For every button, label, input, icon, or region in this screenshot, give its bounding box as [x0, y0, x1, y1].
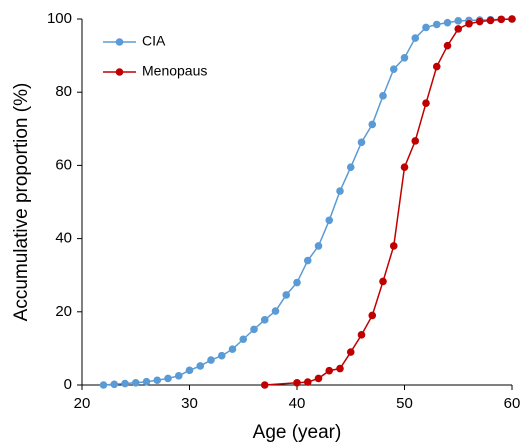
x-tick-label: 30	[181, 395, 198, 412]
point	[142, 377, 151, 386]
point	[121, 379, 129, 388]
point	[164, 374, 172, 383]
point	[314, 242, 323, 250]
y-axis-label: Accumulative proportion (%)	[11, 83, 32, 322]
point	[432, 62, 441, 71]
point	[443, 41, 452, 50]
point	[422, 99, 430, 107]
x-tick-label: 20	[74, 395, 91, 412]
point	[368, 311, 377, 320]
point	[336, 187, 344, 195]
point	[422, 23, 430, 32]
legend-label: Menopaus	[142, 63, 207, 79]
point	[411, 34, 420, 42]
point	[260, 381, 269, 389]
point	[357, 138, 366, 147]
point	[239, 335, 248, 344]
point	[207, 356, 215, 364]
point	[389, 242, 398, 250]
point	[110, 380, 119, 389]
point	[432, 20, 441, 29]
point	[99, 381, 108, 389]
point	[346, 348, 355, 356]
y-tick-label: 80	[55, 83, 72, 100]
point	[357, 331, 366, 339]
x-tick-label: 40	[289, 395, 306, 412]
point	[228, 345, 237, 353]
point	[303, 378, 312, 386]
y-tick-label: 20	[55, 303, 72, 320]
point	[346, 163, 355, 172]
point	[260, 316, 269, 324]
point	[400, 53, 409, 62]
point	[131, 379, 140, 387]
point	[250, 325, 258, 334]
point	[325, 366, 334, 375]
point	[217, 351, 226, 360]
point	[174, 372, 183, 380]
x-axis-label: Age (year)	[253, 422, 342, 443]
point	[475, 17, 484, 26]
series-line	[264, 18, 513, 386]
point	[400, 163, 409, 172]
x-tick-label: 50	[396, 395, 413, 412]
point	[271, 307, 280, 315]
point	[185, 366, 194, 375]
point	[303, 256, 312, 265]
point	[443, 18, 452, 27]
point	[508, 15, 516, 23]
point	[293, 278, 301, 287]
y-tick-label: 100	[47, 10, 72, 27]
point	[282, 291, 291, 299]
point	[454, 17, 463, 25]
point	[325, 216, 334, 225]
point	[411, 137, 420, 145]
legend-marker	[115, 38, 124, 46]
point	[336, 364, 344, 373]
point	[389, 65, 398, 73]
x-tick-label: 60	[504, 395, 521, 412]
y-tick-label: 40	[55, 230, 72, 247]
point	[153, 376, 162, 385]
point	[497, 15, 506, 24]
y-tick-label: 0	[64, 376, 72, 393]
point	[293, 379, 301, 387]
legend-label: CIA	[142, 33, 166, 49]
y-tick-label: 60	[55, 156, 72, 173]
point	[196, 362, 205, 370]
point	[379, 277, 387, 286]
legend-marker	[115, 68, 124, 76]
point	[465, 19, 473, 28]
point	[454, 25, 463, 33]
point	[314, 374, 323, 383]
point	[368, 120, 377, 129]
point	[486, 16, 495, 25]
point	[379, 92, 387, 100]
